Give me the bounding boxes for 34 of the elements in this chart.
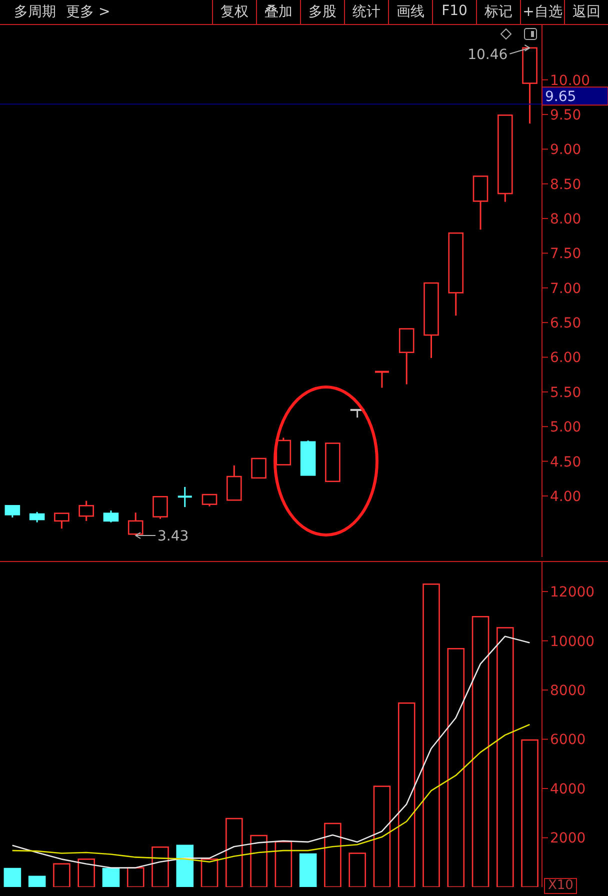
y-tick-label: 2000 [550, 830, 586, 847]
y-tick-label: 8.00 [550, 211, 582, 228]
text: 返回 [564, 0, 608, 24]
text: 标记 [476, 0, 520, 24]
y-tick-label: 7.50 [550, 246, 582, 262]
y-tick-label: 8.50 [550, 176, 582, 193]
y-tick-label: 6.00 [550, 350, 582, 366]
text: 统计 [344, 0, 388, 24]
y-tick-label: 7.00 [550, 280, 582, 297]
y-tick-label: 5.50 [550, 384, 582, 401]
y-tick-label: 9.50 [550, 107, 582, 124]
text: 多周期 [13, 3, 57, 22]
annotation: 3.43 [158, 528, 189, 544]
annotation: 10.46 [468, 46, 508, 63]
y-tick-label: 4.50 [550, 454, 582, 470]
y-tick-label: 10000 [550, 634, 595, 650]
text: 画线 [388, 0, 432, 24]
text: 复权 [212, 0, 256, 24]
y-tick-label: 9.00 [550, 142, 582, 158]
text: 多股 [300, 0, 344, 24]
y-tick-label: 12000 [550, 584, 595, 601]
text: 叠加 [256, 0, 300, 24]
y-tick-label: 10.00 [550, 72, 590, 89]
y-tick-label: 8000 [550, 683, 586, 699]
text: 更多 > [65, 3, 112, 22]
y-tick-label: 6.50 [550, 316, 582, 332]
y-tick-label: 6000 [550, 732, 586, 748]
y-axis-title: X10 [544, 878, 578, 894]
ref-line-label: 9.65 [545, 89, 576, 106]
y-tick-label: 4000 [550, 781, 586, 798]
y-tick-label: 5.00 [550, 420, 582, 436]
text: +自选 [520, 0, 564, 24]
y-tick-label: 4.00 [550, 488, 582, 505]
text: F10 [432, 0, 476, 24]
